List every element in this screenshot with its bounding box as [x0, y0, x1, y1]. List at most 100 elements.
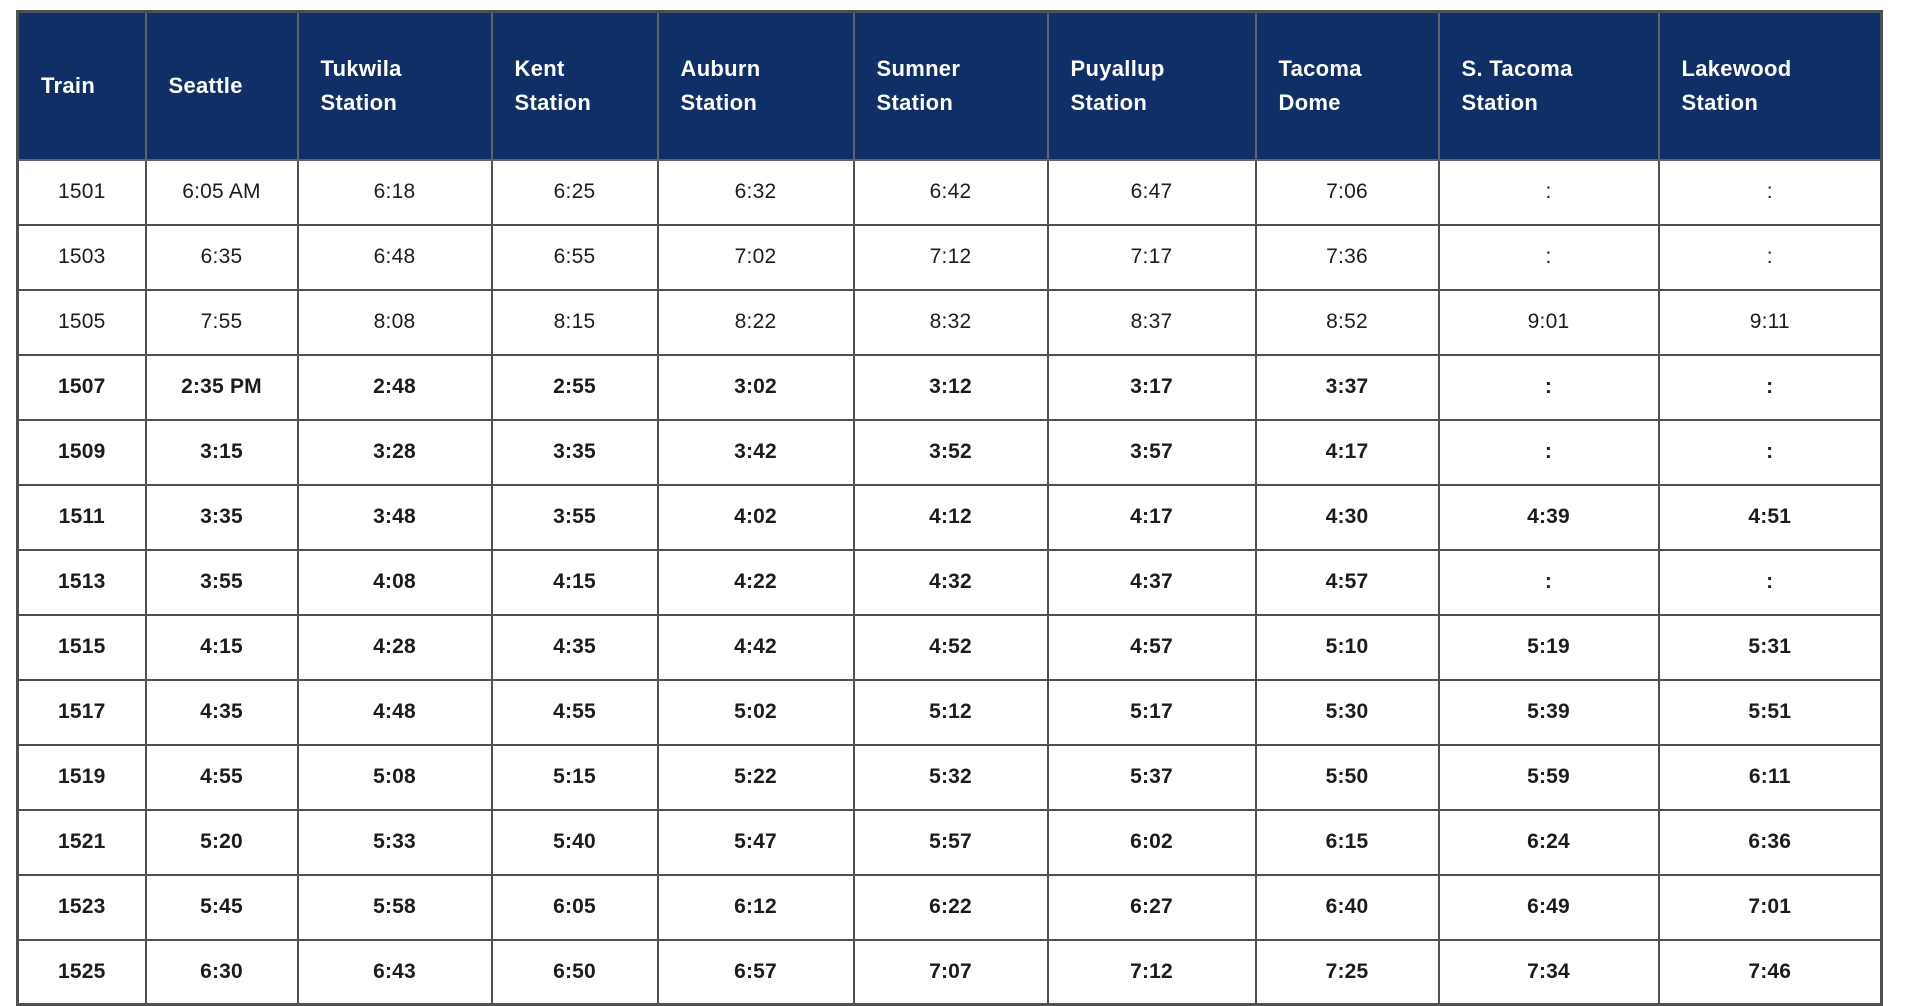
time-cell-tacoma-dome: 3:37: [1254, 353, 1440, 421]
time-cell-auburn-station: 8:22: [656, 288, 855, 356]
train-number-cell: 1509: [16, 418, 147, 486]
time-cell-tacoma-dome: 7:36: [1254, 223, 1440, 291]
time-cell-lakewood-station: 5:51: [1657, 678, 1883, 746]
time-cell-s-tacoma-station: :: [1437, 418, 1660, 486]
header-line2: Dome: [1278, 89, 1341, 115]
time-cell-puyallup-station: 6:47: [1046, 158, 1257, 226]
time-cell-kent-station: 6:50: [490, 938, 659, 1006]
header-row: Train Seattle Tukwila Station Kent Stati…: [16, 10, 1883, 161]
time-cell-sumner-station: 5:12: [852, 678, 1049, 746]
schedule-row: 1501 6:05 AM 6:18 6:25 6:32 6:42 6:47 7:…: [16, 158, 1883, 226]
schedule-row: 1517 4:35 4:48 4:55 5:02 5:12 5:17 5:30 …: [16, 678, 1883, 746]
train-number-cell: 1515: [16, 613, 147, 681]
time-cell-auburn-station: 5:22: [656, 743, 855, 811]
time-cell-tukwila-station: 4:48: [296, 678, 493, 746]
time-cell-auburn-station: 4:02: [656, 483, 855, 551]
column-header-train: Train: [16, 10, 147, 161]
schedule-row: 1511 3:35 3:48 3:55 4:02 4:12 4:17 4:30 …: [16, 483, 1883, 551]
time-cell-s-tacoma-station: 5:59: [1437, 743, 1660, 811]
time-cell-tukwila-station: 5:33: [296, 808, 493, 876]
time-cell-kent-station: 4:35: [490, 613, 659, 681]
time-cell-tukwila-station: 6:48: [296, 223, 493, 291]
time-cell-kent-station: 8:15: [490, 288, 659, 356]
time-cell-puyallup-station: 3:17: [1046, 353, 1257, 421]
header-line2: Station: [1070, 89, 1148, 115]
time-cell-lakewood-station: :: [1657, 418, 1883, 486]
time-cell-auburn-station: 6:12: [656, 873, 855, 941]
schedule-row: 1507 2:35 PM 2:48 2:55 3:02 3:12 3:17 3:…: [16, 353, 1883, 421]
time-cell-kent-station: 6:55: [490, 223, 659, 291]
time-cell-auburn-station: 7:02: [656, 223, 855, 291]
time-cell-lakewood-station: 7:01: [1657, 873, 1883, 941]
time-cell-s-tacoma-station: :: [1437, 353, 1660, 421]
column-header-sumner-station: Sumner Station: [852, 10, 1049, 161]
time-cell-lakewood-station: :: [1657, 158, 1883, 226]
header-line1: Tacoma: [1278, 55, 1362, 81]
time-cell-s-tacoma-station: 4:39: [1437, 483, 1660, 551]
train-number-cell: 1507: [16, 353, 147, 421]
header-line2: Station: [320, 89, 398, 115]
train-number-cell: 1511: [16, 483, 147, 551]
header-line1: Train: [41, 72, 96, 98]
time-cell-sumner-station: 5:57: [852, 808, 1049, 876]
time-cell-puyallup-station: 7:17: [1046, 223, 1257, 291]
column-header-tukwila-station: Tukwila Station: [296, 10, 493, 161]
time-cell-seattle: 2:35 PM: [144, 353, 299, 421]
time-cell-seattle: 4:15: [144, 613, 299, 681]
train-number-cell: 1517: [16, 678, 147, 746]
column-header-seattle: Seattle: [144, 10, 299, 161]
header-line2: Station: [876, 89, 954, 115]
schedule-row: 1513 3:55 4:08 4:15 4:22 4:32 4:37 4:57 …: [16, 548, 1883, 616]
time-cell-s-tacoma-station: :: [1437, 548, 1660, 616]
time-cell-auburn-station: 5:02: [656, 678, 855, 746]
time-cell-kent-station: 6:05: [490, 873, 659, 941]
train-schedule-table: Train Seattle Tukwila Station Kent Stati…: [16, 10, 1883, 1006]
time-cell-kent-station: 5:40: [490, 808, 659, 876]
time-cell-puyallup-station: 5:37: [1046, 743, 1257, 811]
train-number-cell: 1519: [16, 743, 147, 811]
train-number-cell: 1503: [16, 223, 147, 291]
time-cell-puyallup-station: 6:02: [1046, 808, 1257, 876]
time-cell-kent-station: 4:55: [490, 678, 659, 746]
schedule-row: 1525 6:30 6:43 6:50 6:57 7:07 7:12 7:25 …: [16, 938, 1883, 1006]
header-line1: Tukwila: [320, 55, 402, 81]
time-cell-auburn-station: 6:57: [656, 938, 855, 1006]
time-cell-lakewood-station: :: [1657, 223, 1883, 291]
time-cell-puyallup-station: 6:27: [1046, 873, 1257, 941]
time-cell-tacoma-dome: 6:15: [1254, 808, 1440, 876]
time-cell-seattle: 6:30: [144, 938, 299, 1006]
time-cell-seattle: 6:35: [144, 223, 299, 291]
time-cell-seattle: 3:55: [144, 548, 299, 616]
schedule-row: 1503 6:35 6:48 6:55 7:02 7:12 7:17 7:36 …: [16, 223, 1883, 291]
time-cell-sumner-station: 6:22: [852, 873, 1049, 941]
time-cell-sumner-station: 4:52: [852, 613, 1049, 681]
time-cell-sumner-station: 4:32: [852, 548, 1049, 616]
column-header-lakewood-station: Lakewood Station: [1657, 10, 1883, 161]
column-header-tacoma-dome: Tacoma Dome: [1254, 10, 1440, 161]
time-cell-auburn-station: 3:02: [656, 353, 855, 421]
column-header-s-tacoma-station: S. Tacoma Station: [1437, 10, 1660, 161]
header-line1: Kent: [514, 55, 565, 81]
time-cell-lakewood-station: 4:51: [1657, 483, 1883, 551]
time-cell-tukwila-station: 4:28: [296, 613, 493, 681]
header-line1: S. Tacoma: [1461, 55, 1573, 81]
time-cell-tacoma-dome: 4:17: [1254, 418, 1440, 486]
time-cell-tacoma-dome: 8:52: [1254, 288, 1440, 356]
time-cell-kent-station: 4:15: [490, 548, 659, 616]
time-cell-puyallup-station: 5:17: [1046, 678, 1257, 746]
time-cell-tukwila-station: 3:28: [296, 418, 493, 486]
time-cell-kent-station: 3:35: [490, 418, 659, 486]
time-cell-lakewood-station: :: [1657, 353, 1883, 421]
time-cell-puyallup-station: 7:12: [1046, 938, 1257, 1006]
time-cell-auburn-station: 5:47: [656, 808, 855, 876]
header-line2: Station: [1681, 89, 1759, 115]
time-cell-puyallup-station: 4:17: [1046, 483, 1257, 551]
time-cell-s-tacoma-station: 6:49: [1437, 873, 1660, 941]
train-number-cell: 1505: [16, 288, 147, 356]
time-cell-tacoma-dome: 5:10: [1254, 613, 1440, 681]
time-cell-seattle: 3:35: [144, 483, 299, 551]
time-cell-puyallup-station: 4:37: [1046, 548, 1257, 616]
time-cell-lakewood-station: 6:11: [1657, 743, 1883, 811]
time-cell-tacoma-dome: 7:06: [1254, 158, 1440, 226]
time-cell-puyallup-station: 8:37: [1046, 288, 1257, 356]
